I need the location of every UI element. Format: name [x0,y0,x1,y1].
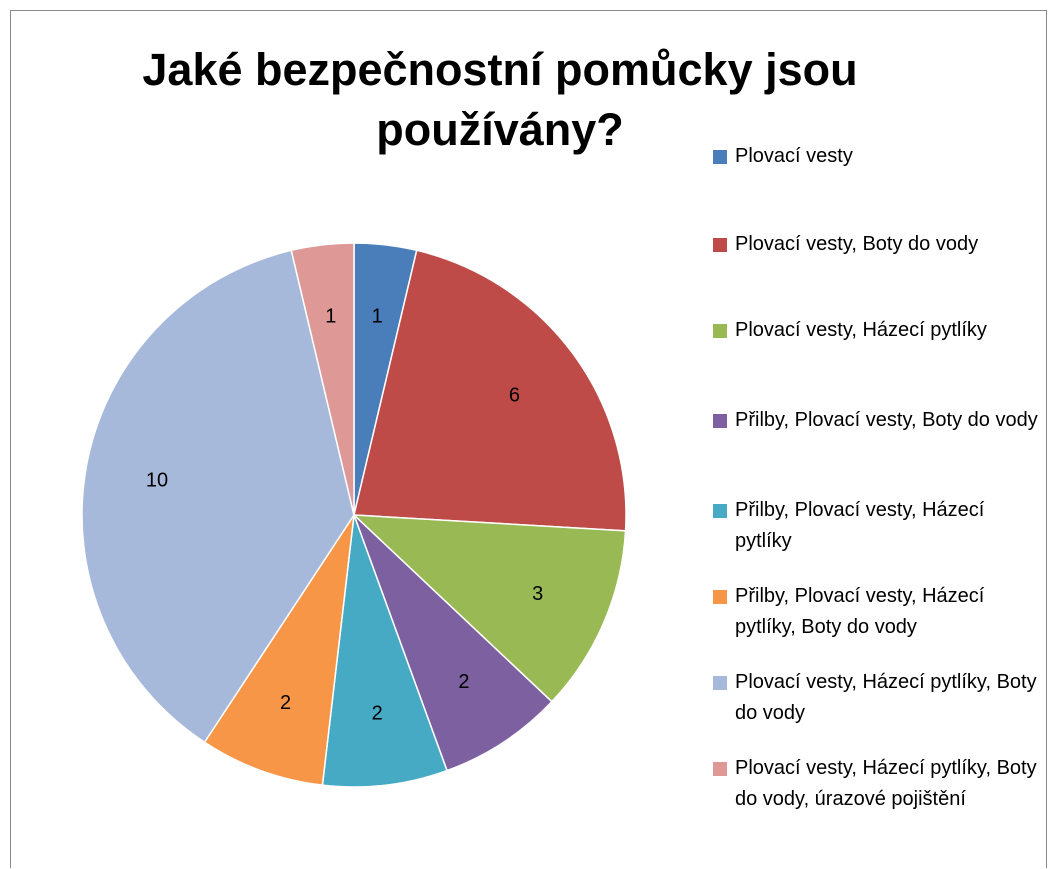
legend-swatch [713,324,727,338]
legend-label: Plovací vesty, Boty do vody [735,233,979,255]
data-label-3: 3 [532,583,543,605]
pie-slice-6-prilby-plovaci-vesty-hazeci-pytliky-boty-do-vody [203,514,355,786]
data-label-7: 10 [146,469,168,491]
legend-item-5: Přilby, Plovací vesty, Házecí pytlíky [713,495,1043,557]
pie-slice-5-prilby-plovaci-vesty-hazeci-pytliky [321,514,448,788]
pie-slice-7-plovaci-vesty-hazeci-pytliky-boty-do-vody [81,249,355,744]
pie-chart: 1 6 3 2 2 2 10 1 [81,242,627,788]
legend-label: Plovací vesty, Házecí pytlíky [735,319,987,341]
data-label-1: 1 [372,305,383,327]
data-label-6: 2 [280,692,291,714]
data-label-2: 6 [509,385,520,407]
legend-label: Přilby, Plovací vesty, Házecí pytlíky [735,499,985,552]
legend-label: Plovací vesty [735,145,853,167]
legend: Plovací vesty Plovací vesty, Boty do vody… [713,0,1053,869]
legend-swatch [713,590,727,604]
legend-swatch [713,676,727,690]
legend-label: Plovací vesty, Házecí pytlíky, Boty do v… [735,757,1037,810]
pie-slice-4-prilby-plovaci-vesty-boty-do-vody [353,514,553,772]
legend-item-6: Přilby, Plovací vesty, Házecí pytlíky, B… [713,581,1043,643]
data-label-4: 2 [458,671,469,693]
pie-slice-3-plovaci-vesty-hazeci-pytliky [351,514,627,703]
legend-item-2: Plovací vesty, Boty do vody [713,229,1043,260]
pie-slice-2-plovaci-vesty-boty-do-vody [353,249,627,532]
legend-label: Přilby, Plovací vesty, Házecí pytlíky, B… [735,585,985,638]
legend-swatch [713,150,727,164]
legend-item-3: Plovací vesty, Házecí pytlíky [713,315,1043,346]
legend-swatch [713,238,727,252]
legend-swatch [713,762,727,776]
pie-slice-8-plovaci-vesty-hazeci-pytliky-boty-do-vody-urazove-pojisteni [290,242,355,516]
legend-item-8: Plovací vesty, Házecí pytlíky, Boty do v… [713,753,1043,815]
legend-label: Přilby, Plovací vesty, Boty do vody [735,409,1038,431]
data-label-5: 2 [372,703,383,725]
legend-item-4: Přilby, Plovací vesty, Boty do vody [713,405,1043,436]
legend-label: Plovací vesty, Házecí pytlíky, Boty do v… [735,671,1037,724]
data-label-8: 1 [325,305,336,327]
legend-swatch [713,504,727,518]
legend-swatch [713,414,727,428]
chart-title: Jaké bezpečnostní pomůcky jsou používány… [142,44,858,155]
legend-item-1: Plovací vesty [713,141,1043,172]
legend-item-7: Plovací vesty, Házecí pytlíky, Boty do v… [713,667,1043,729]
